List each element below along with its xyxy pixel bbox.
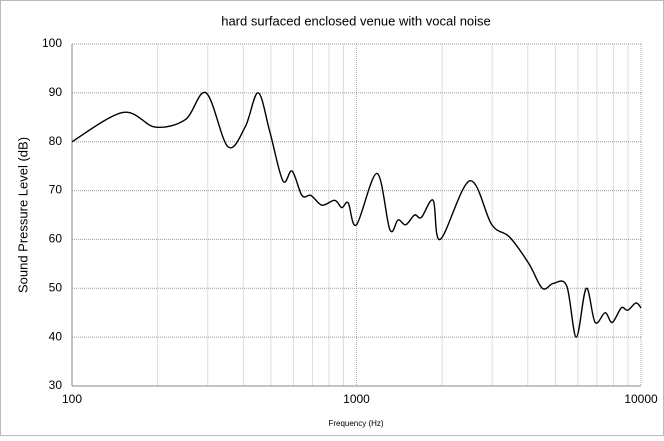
line-series [71, 91, 642, 338]
y-tick-label: 30 [49, 378, 63, 392]
x-tick-label: 10000 [624, 392, 658, 406]
x-tick-label: 1000 [343, 392, 370, 406]
x-axis-label: Frequency (Hz) [328, 419, 383, 428]
x-tick-label: 100 [62, 392, 82, 406]
chart-title: hard surfaced enclosed venue with vocal … [221, 13, 491, 28]
y-tick-label: 80 [49, 134, 63, 148]
y-axis-label: Sound Pressure Level (dB) [15, 137, 30, 293]
y-tick-label: 70 [49, 183, 63, 197]
y-tick-label: 50 [49, 280, 63, 294]
y-tick-label: 60 [49, 232, 63, 246]
y-tick-label: 100 [42, 36, 62, 50]
y-tick-label: 40 [49, 329, 63, 343]
y-tick-label: 90 [49, 85, 63, 99]
